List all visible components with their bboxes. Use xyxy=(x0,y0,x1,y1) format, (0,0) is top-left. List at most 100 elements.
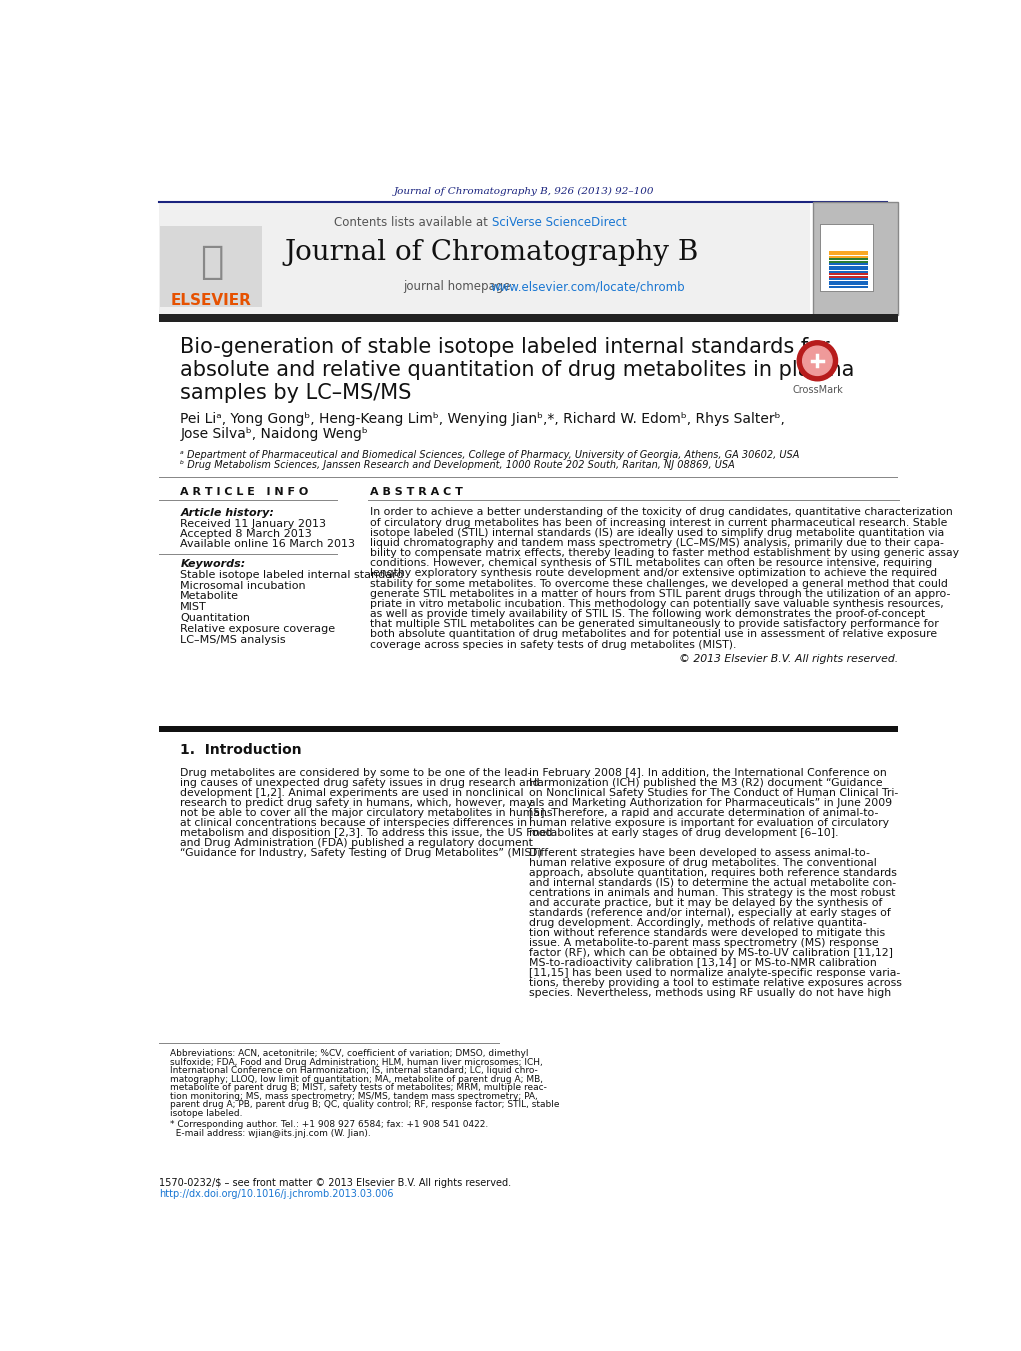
Text: E-mail address: wjian@its.jnj.com (W. Jian).: E-mail address: wjian@its.jnj.com (W. Ji… xyxy=(171,1128,371,1138)
Bar xyxy=(158,313,898,323)
Text: matography; LLOQ, low limit of quantitation; MA, metabolite of parent drug A; MB: matography; LLOQ, low limit of quantitat… xyxy=(171,1074,543,1084)
Text: lengthy exploratory synthesis route development and/or extensive optimization to: lengthy exploratory synthesis route deve… xyxy=(371,569,937,578)
FancyBboxPatch shape xyxy=(821,224,873,292)
Text: human relative exposure is important for evaluation of circulatory: human relative exposure is important for… xyxy=(529,817,889,828)
Text: both absolute quantitation of drug metabolites and for potential use in assessme: both absolute quantitation of drug metab… xyxy=(371,630,937,639)
Text: * Corresponding author. Tel.: +1 908 927 6584; fax: +1 908 541 0422.: * Corresponding author. Tel.: +1 908 927… xyxy=(171,1120,488,1129)
Text: research to predict drug safety in humans, which, however, may: research to predict drug safety in human… xyxy=(181,797,533,808)
Text: journal homepage:: journal homepage: xyxy=(402,281,518,293)
Text: issue. A metabolite-to-parent mass spectrometry (MS) response: issue. A metabolite-to-parent mass spect… xyxy=(529,938,879,948)
Text: metabolism and disposition [2,3]. To address this issue, the US Food: metabolism and disposition [2,3]. To add… xyxy=(181,828,552,838)
Text: © 2013 Elsevier B.V. All rights reserved.: © 2013 Elsevier B.V. All rights reserved… xyxy=(679,654,898,665)
Bar xyxy=(829,261,868,262)
Text: CrossMark: CrossMark xyxy=(792,385,842,396)
Text: Journal of Chromatography B: Journal of Chromatography B xyxy=(285,239,699,266)
Bar xyxy=(829,267,868,270)
Text: conditions. However, chemical synthesis of STIL metabolites can often be resourc: conditions. However, chemical synthesis … xyxy=(371,558,932,569)
Bar xyxy=(829,278,868,280)
Text: Harmonization (ICH) published the M3 (R2) document “Guidance: Harmonization (ICH) published the M3 (R2… xyxy=(529,778,883,788)
Text: SciVerse ScienceDirect: SciVerse ScienceDirect xyxy=(492,216,627,228)
Text: Available online 16 March 2013: Available online 16 March 2013 xyxy=(181,539,355,549)
Text: A R T I C L E   I N F O: A R T I C L E I N F O xyxy=(181,486,308,497)
Text: sulfoxide; FDA, Food and Drug Administration; HLM, human liver microsomes; ICH,: sulfoxide; FDA, Food and Drug Administra… xyxy=(171,1058,543,1067)
Text: Pei Liᵃ, Yong Gongᵇ, Heng-Keang Limᵇ, Wenying Jianᵇ,*, Richard W. Edomᵇ, Rhys Sa: Pei Liᵃ, Yong Gongᵇ, Heng-Keang Limᵇ, We… xyxy=(181,412,785,426)
Bar xyxy=(829,276,868,278)
Text: A B S T R A C T: A B S T R A C T xyxy=(371,486,464,497)
Circle shape xyxy=(803,346,832,376)
Text: drug development. Accordingly, methods of relative quantita-: drug development. Accordingly, methods o… xyxy=(529,917,867,928)
Text: MIST: MIST xyxy=(181,603,207,612)
Text: and accurate practice, but it may be delayed by the synthesis of: and accurate practice, but it may be del… xyxy=(529,898,882,908)
Bar xyxy=(829,255,868,258)
Text: absolute and relative quantitation of drug metabolites in plasma: absolute and relative quantitation of dr… xyxy=(181,359,855,380)
Text: http://dx.doi.org/10.1016/j.jchromb.2013.03.006: http://dx.doi.org/10.1016/j.jchromb.2013… xyxy=(158,1189,393,1198)
Text: tion without reference standards were developed to mitigate this: tion without reference standards were de… xyxy=(529,928,885,938)
Text: priate in vitro metabolic incubation. This methodology can potentially save valu: priate in vitro metabolic incubation. Th… xyxy=(371,598,944,609)
Text: Received 11 January 2013: Received 11 January 2013 xyxy=(181,519,327,530)
Text: ᵇ Drug Metabolism Sciences, Janssen Research and Development, 1000 Route 202 Sou: ᵇ Drug Metabolism Sciences, Janssen Rese… xyxy=(181,461,735,470)
Bar xyxy=(829,253,868,255)
Text: centrations in animals and human. This strategy is the most robust: centrations in animals and human. This s… xyxy=(529,888,895,898)
Text: parent drug A; PB, parent drug B; QC, quality control; RF, response factor; STIL: parent drug A; PB, parent drug B; QC, qu… xyxy=(171,1100,560,1109)
Text: Keywords:: Keywords: xyxy=(181,559,246,569)
FancyBboxPatch shape xyxy=(160,226,262,307)
Text: [11,15] has been used to normalize analyte-specific response varia-: [11,15] has been used to normalize analy… xyxy=(529,967,901,978)
Text: isotope labeled (STIL) internal standards (IS) are ideally used to simplify drug: isotope labeled (STIL) internal standard… xyxy=(371,528,944,538)
Text: Abbreviations: ACN, acetonitrile; %CV, coefficient of variation; DMSO, dimethyl: Abbreviations: ACN, acetonitrile; %CV, c… xyxy=(171,1050,529,1058)
Text: stability for some metabolites. To overcome these challenges, we developed a gen: stability for some metabolites. To overc… xyxy=(371,578,949,589)
Text: metabolite of parent drug B; MIST, safety tests of metabolites; MRM, multiple re: metabolite of parent drug B; MIST, safet… xyxy=(171,1084,547,1092)
Text: LC–MS/MS analysis: LC–MS/MS analysis xyxy=(181,635,286,644)
Text: 🌳: 🌳 xyxy=(200,243,223,281)
Text: als and Marketing Authorization for Pharmaceuticals” in June 2009: als and Marketing Authorization for Phar… xyxy=(529,797,892,808)
Text: [5]. Therefore, a rapid and accurate determination of animal-to-: [5]. Therefore, a rapid and accurate det… xyxy=(529,808,878,817)
Text: coverage across species in safety tests of drug metabolites (MIST).: coverage across species in safety tests … xyxy=(371,639,736,650)
Text: of circulatory drug metabolites has been of increasing interest in current pharm: of circulatory drug metabolites has been… xyxy=(371,517,947,528)
Bar xyxy=(829,270,868,273)
Text: tions, thereby providing a tool to estimate relative exposures across: tions, thereby providing a tool to estim… xyxy=(529,978,902,988)
Text: Bio-generation of stable isotope labeled internal standards for: Bio-generation of stable isotope labeled… xyxy=(181,336,830,357)
Text: Different strategies have been developed to assess animal-to-: Different strategies have been developed… xyxy=(529,848,870,858)
Text: Jose Silvaᵇ, Naidong Wengᵇ: Jose Silvaᵇ, Naidong Wengᵇ xyxy=(181,427,369,440)
Bar xyxy=(829,266,868,267)
Bar xyxy=(829,258,868,261)
Text: Journal of Chromatography B, 926 (2013) 92–100: Journal of Chromatography B, 926 (2013) … xyxy=(393,186,653,196)
Text: metabolites at early stages of drug development [6–10].: metabolites at early stages of drug deve… xyxy=(529,828,838,838)
Text: development [1,2]. Animal experiments are used in nonclinical: development [1,2]. Animal experiments ar… xyxy=(181,788,524,797)
Text: liquid chromatography and tandem mass spectrometry (LC–MS/MS) analysis, primaril: liquid chromatography and tandem mass sp… xyxy=(371,538,944,549)
Bar xyxy=(829,285,868,288)
Text: In order to achieve a better understanding of the toxicity of drug candidates, q: In order to achieve a better understandi… xyxy=(371,508,953,517)
Text: and internal standards (IS) to determine the actual metabolite con-: and internal standards (IS) to determine… xyxy=(529,878,896,888)
Text: human relative exposure of drug metabolites. The conventional: human relative exposure of drug metaboli… xyxy=(529,858,877,867)
Bar xyxy=(829,284,868,285)
Text: Drug metabolites are considered by some to be one of the lead-: Drug metabolites are considered by some … xyxy=(181,767,532,778)
Text: ing causes of unexpected drug safety issues in drug research and: ing causes of unexpected drug safety iss… xyxy=(181,778,540,788)
Text: MS-to-radioactivity calibration [13,14] or MS-to-NMR calibration: MS-to-radioactivity calibration [13,14] … xyxy=(529,958,877,967)
Text: 1570-0232/$ – see front matter © 2013 Elsevier B.V. All rights reserved.: 1570-0232/$ – see front matter © 2013 El… xyxy=(158,1178,510,1188)
Text: in February 2008 [4]. In addition, the International Conference on: in February 2008 [4]. In addition, the I… xyxy=(529,767,887,778)
Text: factor (RF), which can be obtained by MS-to-UV calibration [11,12]: factor (RF), which can be obtained by MS… xyxy=(529,948,893,958)
Text: species. Nevertheless, methods using RF usually do not have high: species. Nevertheless, methods using RF … xyxy=(529,988,891,998)
Text: and Drug Administration (FDA) published a regulatory document: and Drug Administration (FDA) published … xyxy=(181,838,533,848)
Text: Article history:: Article history: xyxy=(181,508,275,519)
Bar xyxy=(829,281,868,282)
Text: not be able to cover all the major circulatory metabolites in humans: not be able to cover all the major circu… xyxy=(181,808,552,817)
Text: isotope labeled.: isotope labeled. xyxy=(171,1109,243,1117)
Text: Metabolite: Metabolite xyxy=(181,592,239,601)
Circle shape xyxy=(797,340,837,381)
Text: Quantitation: Quantitation xyxy=(181,613,250,623)
Text: as well as provide timely availability of STIL IS. The following work demonstrat: as well as provide timely availability o… xyxy=(371,609,925,619)
Text: generate STIL metabolites in a matter of hours from STIL parent drugs through th: generate STIL metabolites in a matter of… xyxy=(371,589,951,598)
Text: that multiple STIL metabolites can be generated simultaneously to provide satisf: that multiple STIL metabolites can be ge… xyxy=(371,619,939,630)
Text: approach, absolute quantitation, requires both reference standards: approach, absolute quantitation, require… xyxy=(529,867,897,878)
Text: bility to compensate matrix effects, thereby leading to faster method establishm: bility to compensate matrix effects, the… xyxy=(371,549,959,558)
Text: tion monitoring; MS, mass spectrometry; MS/MS, tandem mass spectrometry; PA,: tion monitoring; MS, mass spectrometry; … xyxy=(171,1092,538,1101)
Text: samples by LC–MS/MS: samples by LC–MS/MS xyxy=(181,384,411,403)
Text: www.elsevier.com/locate/chromb: www.elsevier.com/locate/chromb xyxy=(490,281,685,293)
FancyBboxPatch shape xyxy=(158,203,810,315)
Bar xyxy=(158,725,898,732)
Text: Microsomal incubation: Microsomal incubation xyxy=(181,581,306,590)
Text: on Nonclinical Safety Studies for The Conduct of Human Clinical Tri-: on Nonclinical Safety Studies for The Co… xyxy=(529,788,898,797)
Bar xyxy=(829,263,868,265)
Text: ELSEVIER: ELSEVIER xyxy=(171,293,252,308)
Text: ᵃ Department of Pharmaceutical and Biomedical Sciences, College of Pharmacy, Uni: ᵃ Department of Pharmaceutical and Biome… xyxy=(181,450,799,459)
